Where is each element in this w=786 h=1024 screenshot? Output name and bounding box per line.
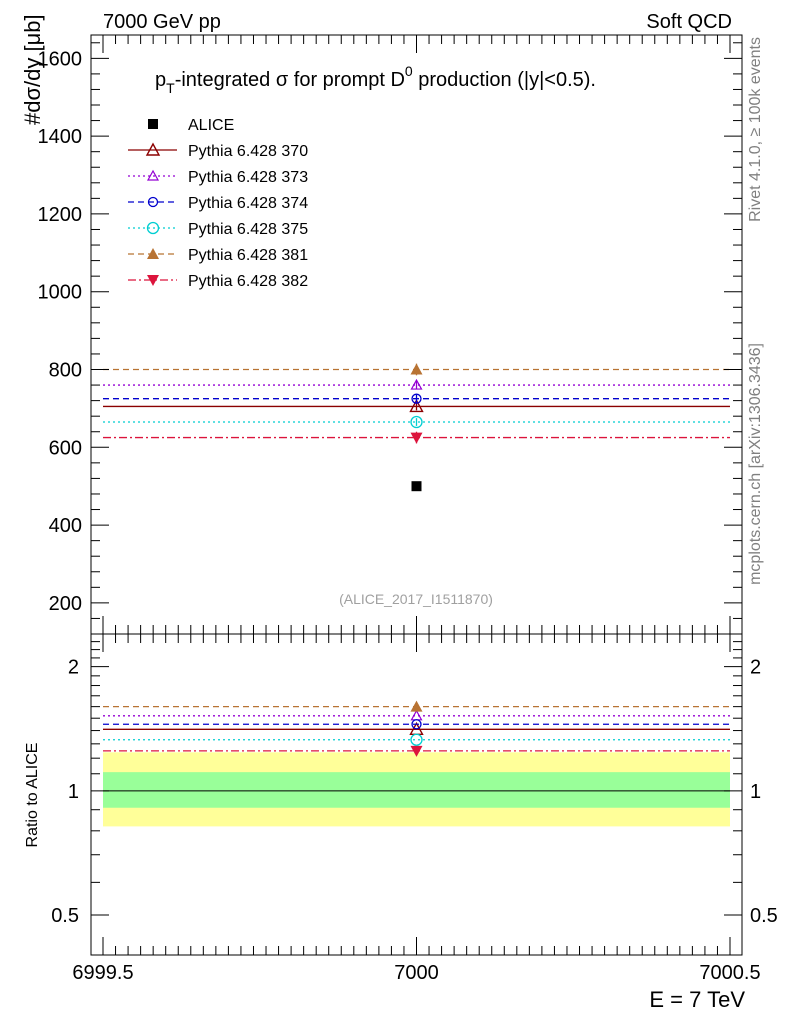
x-tick-label: 6999.5 [72,962,133,984]
ratio-panel: 0.5 0.5 1 1 2 2 6999.5 7000 7000.5 [51,633,778,984]
ratio-y-axis-label: Ratio to ALICE [24,743,41,848]
header-left: 7000 GeV pp [103,11,221,33]
y-tick-label: 1600 [38,48,83,70]
series-2 [103,378,730,390]
legend-marker [147,196,159,208]
legend-item: Pythia 6.428 382 [128,273,308,290]
ratio-band-stat [103,772,730,808]
legend-item: Pythia 6.428 375 [128,221,308,238]
series-1 [103,398,730,413]
y-tick-label: 800 [49,360,82,382]
legend-item: Pythia 6.428 381 [128,247,308,264]
y-tick-label: 1000 [38,282,83,304]
legend-marker [147,275,159,286]
main-watermark: (ALICE_2017_I1511870) [339,591,493,607]
ratio-series-point [410,733,423,746]
legend-item: ALICE [148,117,234,134]
series-point [409,398,424,413]
y-tick-label: 200 [49,593,82,615]
y-tick-label: 600 [49,437,82,459]
ratio-series-4 [103,733,730,746]
series-3 [103,393,730,404]
ratio-y-tick-label-left: 1 [68,781,79,803]
legend-marker [147,248,159,259]
legend-marker [148,119,158,129]
ratio-series-point [410,745,423,757]
series-point [410,415,423,429]
header-right: Soft QCD [646,11,732,33]
legend-label: Pythia 6.428 370 [188,143,308,160]
series-point [410,363,423,375]
y-tick-label: 1400 [38,126,83,148]
legend-label: Pythia 6.428 374 [188,195,308,212]
series-4 [103,415,730,429]
mcplots-label: mcplots.cern.ch [arXiv:1306.3436] [747,343,764,585]
ratio-series-point [411,719,422,730]
legend-label: Pythia 6.428 375 [188,221,308,238]
chart-title: pT-integrated σ for prompt D0 production… [155,63,596,96]
ratio-series-point [410,700,423,712]
legend-item: Pythia 6.428 370 [128,142,308,160]
x-tick-label: 7000 [394,962,439,984]
ratio-y-tick-label-right: 1 [750,781,761,803]
series-point [411,393,422,404]
legend-marker [146,169,160,181]
series-6 [103,431,730,444]
data-point [411,481,422,492]
legend-marker [145,142,161,156]
main-title: pT-integrated σ for prompt D0 production… [155,63,596,96]
y-tick-label: 1200 [38,204,83,226]
legend-label: Pythia 6.428 382 [188,273,308,290]
x-axis-label: E = 7 TeV [649,987,745,1012]
ratio-y-tick-label-left: 0.5 [51,905,79,927]
y-tick-label: 400 [49,515,82,537]
main-y-axis-label: #dσ/dy [μb] [20,14,45,125]
alice-data [411,481,422,492]
series-5 [103,363,730,376]
legend-label: Pythia 6.428 373 [188,169,308,186]
legend-item: Pythia 6.428 373 [128,169,308,186]
legend-item: Pythia 6.428 374 [128,195,308,212]
legend-marker [146,221,160,235]
legend-label: Pythia 6.428 381 [188,247,308,264]
legend-label: ALICE [188,117,234,134]
ratio-y-tick-label-right: 0.5 [750,905,778,927]
series-point [410,378,423,390]
ratio-y-tick-label-left: 2 [68,657,79,679]
rivet-label: Rivet 4.1.0, ≥ 100k events [747,37,764,222]
main-y-label-text: #dσ/dy [μb] [20,14,45,125]
main-panel: 200 400 600 800 1000 1200 1400 1600 (ALICE_2017… [38,34,743,635]
x-tick-label: 7000.5 [699,962,760,984]
ratio-y-tick-label-right: 2 [750,657,761,679]
ratio-series-2 [103,709,730,721]
ratio-series-5 [103,700,730,712]
ratio-series-3 [103,719,730,730]
ratio-series-6 [103,745,730,757]
series-point [410,432,423,444]
